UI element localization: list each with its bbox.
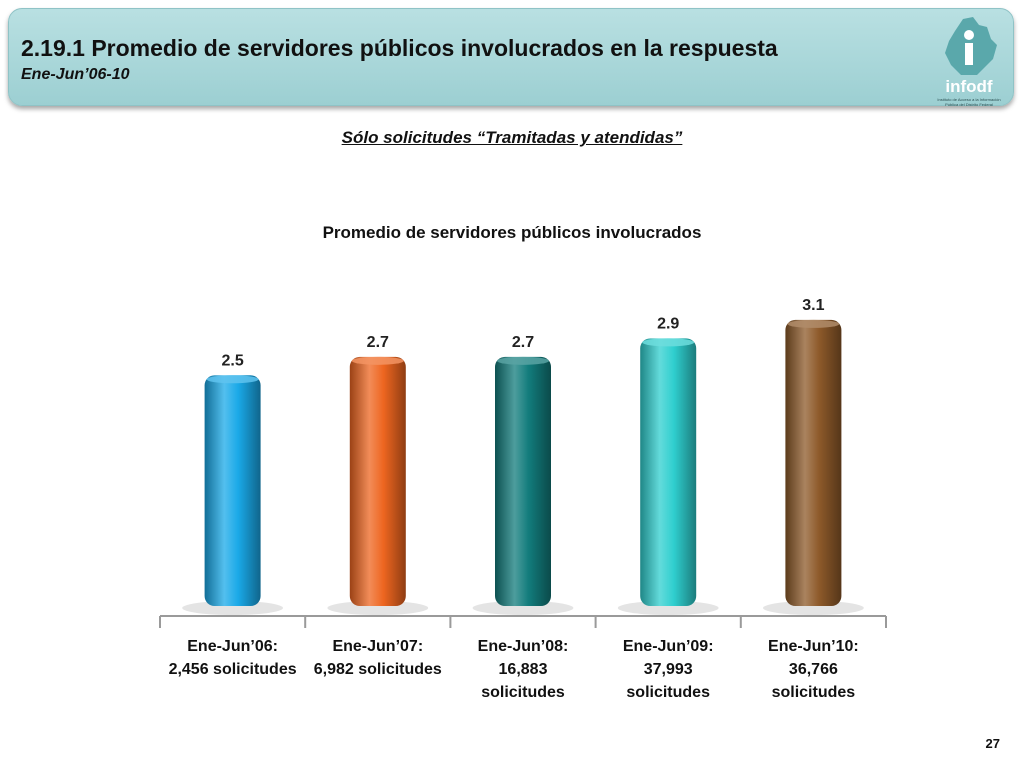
category-label: Ene-Jun’09: 37,993 solicitudes	[597, 635, 739, 704]
data-label: 2.9	[657, 315, 679, 332]
city-map-icon	[945, 17, 997, 75]
category-label: Ene-Jun’06: 2,456 solicitudes	[162, 635, 304, 681]
bar-shadow	[617, 601, 719, 615]
category-label-line: 2,456 solicitudes	[168, 661, 297, 678]
page-number: 27	[985, 736, 1000, 751]
bar-cap	[206, 375, 259, 384]
data-label: 2.7	[512, 334, 534, 351]
category-label: Ene-Jun’10: 36,766 solicitudes	[742, 635, 884, 704]
logo-wordmark: infodf	[945, 77, 993, 96]
category-label-line: Ene-Jun’10:	[768, 638, 859, 655]
category-label-line: 16,883	[498, 661, 548, 678]
category-label: Ene-Jun’08: 16,883 solicitudes	[452, 635, 594, 704]
infodf-logo: infodf Instituto de Acceso a la Informac…	[937, 15, 1001, 107]
category-label-line: Ene-Jun’06:	[187, 638, 278, 655]
data-label: 3.1	[802, 297, 824, 314]
category-label-line: Ene-Jun’09:	[622, 638, 714, 655]
page-subtitle: Ene-Jun’06-10	[21, 66, 130, 83]
bar-cap	[642, 338, 695, 347]
category-label-line: 36,766	[788, 661, 838, 678]
logo-tagline: Instituto de Acceso a la Información Púb…	[937, 97, 1001, 107]
bar-cap	[351, 356, 404, 365]
bar-shadow	[327, 601, 429, 615]
data-label: 2.5	[221, 352, 243, 369]
bar-cap	[497, 356, 549, 365]
bar	[495, 356, 551, 606]
category-label-line: solicitudes	[771, 684, 856, 701]
bar-shadow	[472, 601, 574, 615]
bar	[349, 356, 406, 606]
category-label-line: 37,993	[643, 661, 693, 678]
page-title: 2.19.1 Promedio de servidores públicos i…	[21, 35, 778, 61]
title-banner: 2.19.1 Promedio de servidores públicos i…	[8, 8, 1014, 107]
bar-shadow	[763, 601, 864, 615]
bar	[785, 319, 842, 606]
category-label-line: Ene-Jun’07:	[332, 638, 424, 655]
bar	[204, 375, 261, 606]
bar-cap	[787, 319, 840, 328]
category-label-line: solicitudes	[481, 684, 565, 701]
category-label: Ene-Jun’07: 6,982 solicitudes	[307, 635, 449, 681]
bar	[640, 338, 697, 606]
filter-note: Sólo solicitudes “Tramitadas y atendidas…	[341, 128, 683, 147]
category-label-line: 6,982 solicitudes	[313, 661, 442, 678]
category-label-line: Ene-Jun’08:	[477, 638, 569, 655]
bar-shadow	[182, 601, 283, 615]
category-label-line: solicitudes	[626, 684, 710, 701]
data-label: 2.7	[367, 334, 389, 351]
chart-title: Promedio de servidores públicos involucr…	[322, 223, 702, 242]
